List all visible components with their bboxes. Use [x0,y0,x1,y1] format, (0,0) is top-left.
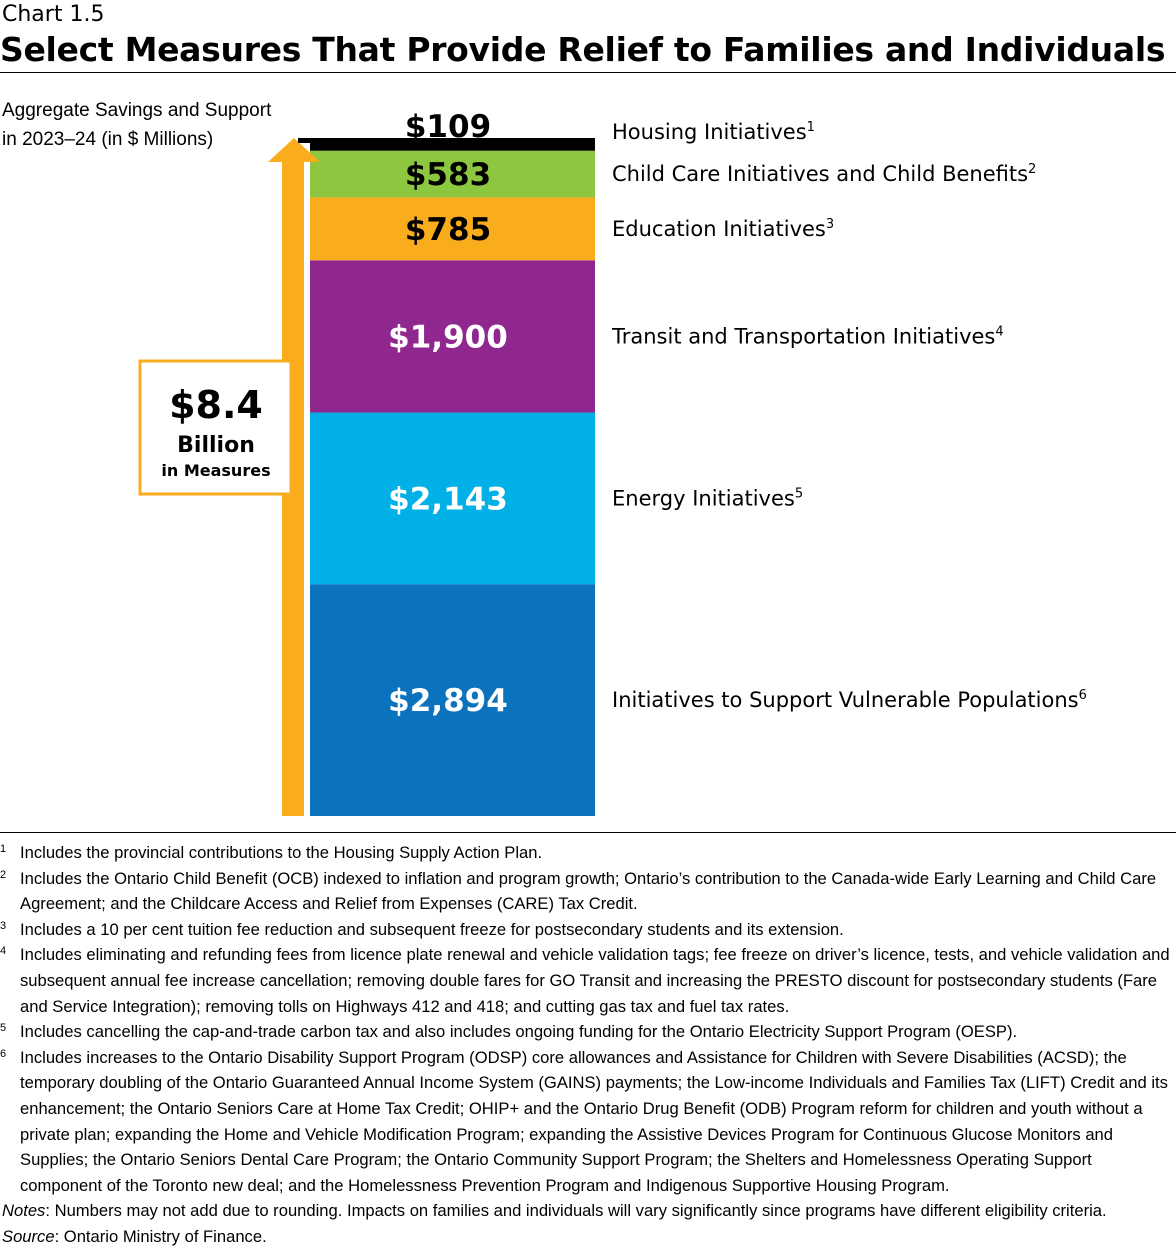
footnote-number: 6 [0,1047,7,1060]
footnote-text: Includes the Ontario Child Benefit (OCB)… [20,868,1157,914]
footnote-text: Includes increases to the Ontario Disabi… [20,1047,1168,1195]
footnote-list: 1 Includes the provincial contributions t… [0,840,1176,1198]
footnote-text: Includes cancelling the cap-and-trade ca… [20,1022,1018,1042]
footnote-number: 2 [0,868,7,881]
total-caption: in Measures [161,461,270,480]
source-text: : Ontario Ministry of Finance. [54,1226,267,1246]
source-line: Source: Ontario Ministry of Finance. [0,1224,1176,1250]
total-arrow-shaft [282,160,304,816]
footnote-5: 5 Includes cancelling the cap-and-trade c… [0,1019,1176,1045]
series-label-housing-initiatives: Housing Initiatives1 [612,120,815,144]
footnote-text: Includes the provincial contributions to… [20,843,543,862]
footnote-number: 3 [0,919,7,932]
series-label-child-care-initiatives-and-child-benefits: Child Care Initiatives and Child Benefit… [612,162,1036,186]
title-rule [0,72,1176,73]
housing-top-line [298,138,595,143]
footnote-number: 5 [0,1022,7,1035]
footnote-ref-1: 1 [807,120,815,135]
bar-segment-child-care-initiatives-and-child-benefits [310,150,595,198]
source-label: Source [2,1226,55,1246]
footnote-4: 4 Includes eliminating and refunding fees… [0,942,1176,1019]
value-label-initiatives-to-support-vulnerable-populations: $2,894 [388,683,508,719]
total-arrow-head [268,138,320,162]
series-label-transit-and-transportation-initiatives: Transit and Transportation Initiatives4 [611,324,1004,348]
bar-segment-initiatives-to-support-vulnerable-populations [310,584,595,816]
footnote-ref-5: 5 [795,486,803,501]
footnotes: 1 Includes the provincial contributions t… [0,840,1176,1250]
notes-label: Notes [2,1201,46,1221]
bar-segment-education-initiatives [310,197,595,261]
series-label-education-initiatives: Education Initiatives3 [612,217,834,241]
footnote-1: 1 Includes the provincial contributions t… [0,840,1176,866]
footnote-2: 2 Includes the Ontario Child Benefit (OCB… [0,866,1176,917]
value-label-education-initiatives: $785 [405,212,491,248]
series-label-energy-initiatives: Energy Initiatives5 [612,486,803,510]
total-unit: Billion [177,433,255,458]
stacked-bar-chart: $2,894 Initiatives to Support Vulnerable … [138,109,1087,816]
footnote-ref-2: 2 [1028,162,1036,177]
notes-line: Notes: Numbers may not add due to roundi… [0,1198,1176,1224]
value-label-child-care-initiatives-and-child-benefits: $583 [405,157,491,193]
y-axis-label: Aggregate Savings and Support in 2023–24… [2,96,302,154]
total-box [138,359,293,496]
footnote-number: 1 [0,843,7,855]
y-axis-label-line2: in 2023–24 (in $ Millions) [2,129,214,150]
footnote-rule [0,832,1176,833]
notes-text: : Numbers may not add due to rounding. I… [45,1201,1107,1221]
value-label-energy-initiatives: $2,143 [388,481,508,517]
footnote-text: Includes eliminating and refunding fees … [20,945,1170,1016]
bar-segment-energy-initiatives [310,412,595,585]
bar-segment-transit-and-transportation-initiatives [310,260,595,413]
footnote-ref-6: 6 [1079,688,1087,703]
chart-title: Select Measures That Provide Relief to F… [0,30,1166,69]
chart-number: Chart 1.5 [2,2,105,27]
value-label-transit-and-transportation-initiatives: $1,900 [388,319,508,355]
footnote-3: 3 Includes a 10 per cent tuition fee redu… [0,917,1176,943]
footnote-number: 4 [0,945,7,958]
bar-segment-housing-initiatives [310,142,595,151]
footnote-6: 6 Includes increases to the Ontario Disab… [0,1045,1176,1199]
footnote-ref-4: 4 [995,324,1003,339]
y-axis-label-line1: Aggregate Savings and Support [2,100,272,121]
series-label-initiatives-to-support-vulnerable-populations: Initiatives to Support Vulnerable Popula… [612,688,1087,712]
footnote-ref-3: 3 [826,217,834,232]
total-amount: $8.4 [169,383,263,427]
footnote-text: Includes a 10 per cent tuition fee reduc… [20,919,844,939]
